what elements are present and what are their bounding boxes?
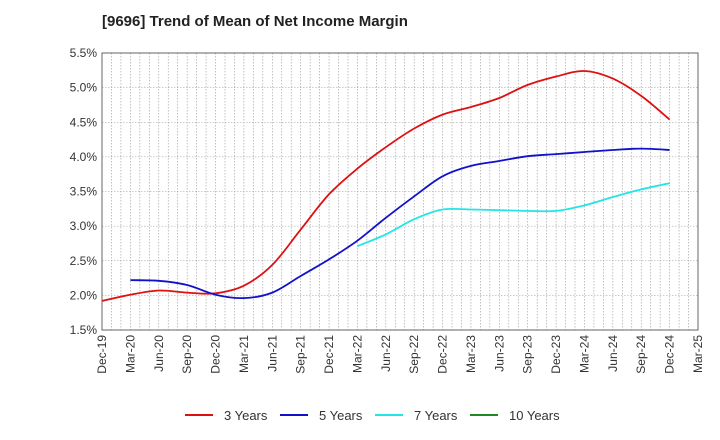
plot-area-frame	[101, 52, 699, 331]
x-tick-label: Jun-20	[152, 335, 166, 372]
x-tick-label: Jun-24	[606, 335, 620, 372]
legend: 3 Years 5 Years 7 Years 10 Years	[185, 408, 560, 423]
y-tick-label: 5.5%	[70, 46, 98, 60]
grid	[101, 52, 698, 331]
x-tick-label: Mar-24	[577, 335, 591, 373]
x-tick-label: Mar-20	[123, 335, 137, 373]
x-tick-label: Dec-21	[322, 335, 336, 374]
x-tick-label: Sep-24	[634, 335, 648, 374]
x-tick-label: Sep-20	[180, 335, 194, 374]
legend-label: 7 Years	[414, 408, 458, 423]
x-tick-label: Sep-21	[294, 335, 308, 374]
y-tick-label: 2.5%	[70, 254, 98, 268]
y-tick-label: 1.5%	[70, 323, 98, 337]
y-tick-label: 4.5%	[70, 115, 98, 129]
x-tick-label: Jun-22	[379, 335, 393, 372]
x-tick-label: Sep-23	[521, 335, 535, 374]
x-tick-label: Dec-24	[663, 335, 677, 374]
y-axis-ticks: 1.5% 2.0% 2.5% 3.0% 3.5% 4.0% 4.5% 5.0% 5.5%	[70, 46, 98, 337]
x-axis-ticks: Dec-19 Mar-20 Jun-20 Sep-20 Dec-20 Mar-21 Jun-…	[95, 335, 705, 374]
x-tick-label: Dec-19	[95, 335, 109, 374]
x-tick-label: Dec-20	[209, 335, 223, 374]
x-tick-label: Sep-22	[407, 335, 421, 374]
legend-label: 5 Years	[319, 408, 363, 423]
x-tick-label: Mar-23	[464, 335, 478, 373]
x-tick-label: Dec-23	[549, 335, 563, 374]
y-tick-label: 3.0%	[70, 219, 98, 233]
series-lines	[101, 70, 671, 302]
series-line-5-years	[130, 147, 670, 300]
chart-title: [9696] Trend of Mean of Net Income Margi…	[102, 13, 408, 30]
series-line-3-years	[101, 70, 671, 302]
y-tick-label: 2.0%	[70, 288, 98, 302]
y-tick-label: 3.5%	[70, 185, 98, 199]
legend-label: 10 Years	[509, 408, 560, 423]
x-tick-label: Jun-21	[265, 335, 279, 372]
series-line-7-years	[357, 182, 670, 248]
x-tick-label: Mar-21	[237, 335, 251, 373]
y-tick-label: 5.0%	[70, 81, 98, 95]
y-tick-label: 4.0%	[70, 150, 98, 164]
x-tick-label: Dec-22	[436, 335, 450, 374]
x-tick-label: Jun-23	[492, 335, 506, 372]
legend-label: 3 Years	[224, 408, 268, 423]
x-tick-label: Mar-22	[350, 335, 364, 373]
x-tick-label: Mar-25	[691, 335, 705, 373]
